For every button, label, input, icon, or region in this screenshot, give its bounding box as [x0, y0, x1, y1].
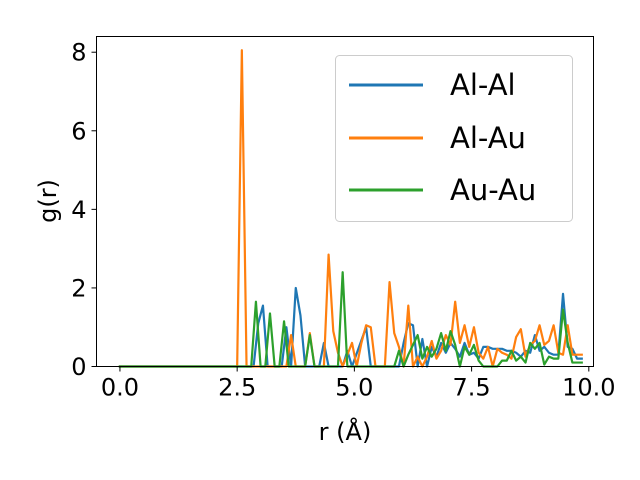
legend-label-al-au: Al-Au	[450, 121, 526, 155]
legend: Al-Al Al-Au Au-Au	[335, 55, 573, 222]
legend-box	[335, 55, 573, 222]
x-tick-label: 2.5	[218, 374, 256, 402]
y-tick-label: 6	[71, 117, 86, 145]
x-axis-label: r (Å)	[319, 417, 372, 446]
y-tick-label: 0	[71, 353, 86, 381]
x-tick-label: 0.0	[101, 374, 139, 402]
y-tick-label: 2	[71, 274, 86, 302]
legend-label-au-au: Au-Au	[450, 173, 536, 207]
plot-frame	[96, 36, 594, 367]
series-line-au-au	[118, 271, 583, 368]
legend-label-al-al: Al-Al	[450, 68, 516, 102]
x-tick-label: 7.5	[453, 374, 491, 402]
y-tick-label: 8	[71, 39, 86, 67]
y-tick-label: 4	[71, 196, 86, 224]
series-line-al-al	[118, 286, 583, 368]
y-axis-ticks: 0 2 4 6 8	[71, 39, 97, 381]
y-axis-label: g(r)	[34, 179, 62, 223]
x-tick-label: 10.0	[562, 374, 615, 402]
series-line-al-au	[118, 49, 583, 368]
x-tick-label: 5.0	[335, 374, 373, 402]
x-axis-ticks: 0.0 2.5 5.0 7.5 10.0	[101, 366, 616, 402]
